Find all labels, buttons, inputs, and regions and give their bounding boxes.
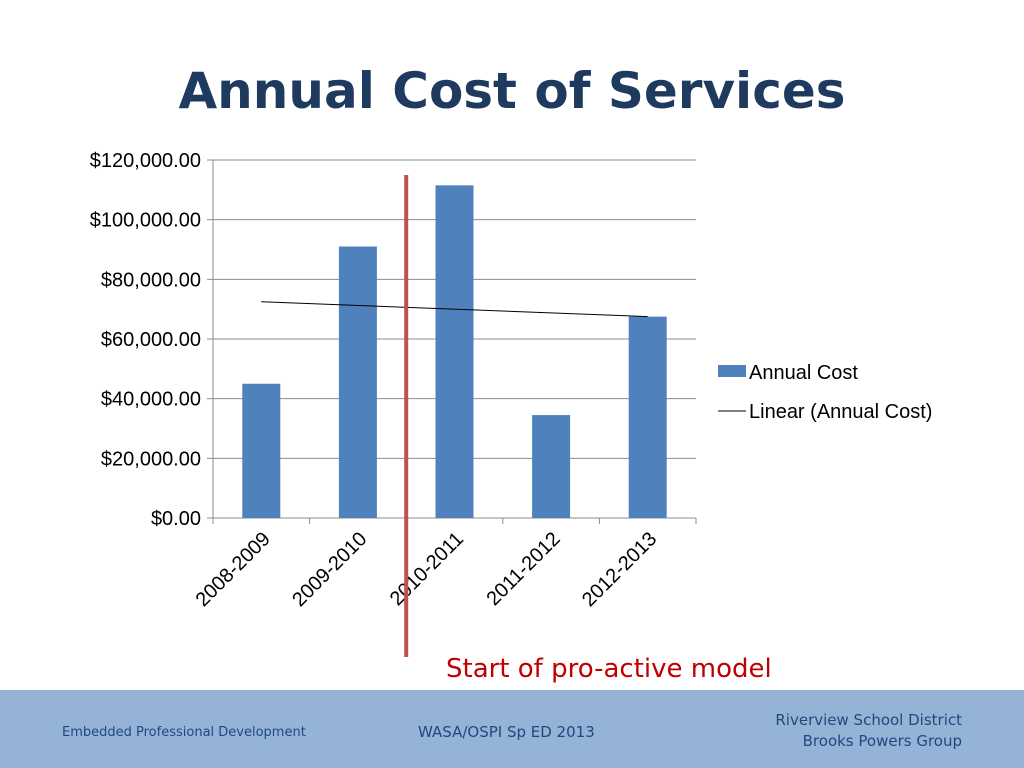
legend-label-trendline: Linear (Annual Cost) bbox=[749, 401, 932, 423]
x-tick-label: 2008-2009 bbox=[192, 528, 275, 611]
x-tick-label: 2010-2011 bbox=[386, 528, 468, 610]
slide-title: Annual Cost of Services bbox=[178, 62, 846, 120]
y-tick-label: $80,000.00 bbox=[101, 269, 201, 291]
footer-right-line2: Brooks Powers Group bbox=[802, 732, 962, 750]
y-tick-label: $0.00 bbox=[151, 508, 201, 530]
trendline-line bbox=[261, 301, 648, 318]
y-tick-label: $120,000.00 bbox=[90, 150, 201, 172]
x-tick-label: 2011-2012 bbox=[482, 528, 564, 610]
footer: Embedded Professional Development WASA/O… bbox=[0, 690, 1024, 768]
bar-2010-2011 bbox=[435, 185, 474, 518]
trendline bbox=[261, 301, 648, 318]
bar-2008-2009 bbox=[242, 383, 281, 518]
bar-2012-2013 bbox=[628, 316, 667, 518]
model-start-annotation: Start of pro-active model bbox=[446, 654, 772, 684]
y-axis: $0.00 $20,000.00 $40,000.00 $60,000.00 $80,0… bbox=[90, 150, 214, 530]
legend-label-annual-cost: Annual Cost bbox=[749, 362, 858, 384]
y-tick-label: $40,000.00 bbox=[101, 389, 201, 411]
bars bbox=[242, 185, 667, 518]
bar-2011-2012 bbox=[532, 415, 571, 518]
footer-left-text: Embedded Professional Development bbox=[62, 725, 306, 740]
y-tick-label: $20,000.00 bbox=[101, 448, 201, 470]
y-tick-label: $60,000.00 bbox=[101, 329, 201, 351]
legend: Annual Cost Linear (Annual Cost) bbox=[718, 362, 932, 423]
x-axis: 2008-2009 2009-2010 2010-2011 2011-2012 2012… bbox=[192, 517, 697, 611]
footer-right-line1: Riverview School District bbox=[775, 711, 962, 729]
y-tick-label: $100,000.00 bbox=[90, 210, 201, 232]
footer-right-text: Riverview School District Brooks Powers … bbox=[775, 710, 962, 752]
legend-swatch-annual-cost bbox=[718, 365, 746, 377]
bar-2009-2010 bbox=[338, 246, 377, 518]
x-tick-label: 2009-2010 bbox=[288, 528, 371, 611]
bar-chart: $0.00 $20,000.00 $40,000.00 $60,000.00 $80,0… bbox=[90, 150, 932, 657]
footer-center-text: WASA/OSPI Sp ED 2013 bbox=[418, 723, 595, 741]
x-tick-label: 2012-2013 bbox=[578, 528, 661, 611]
